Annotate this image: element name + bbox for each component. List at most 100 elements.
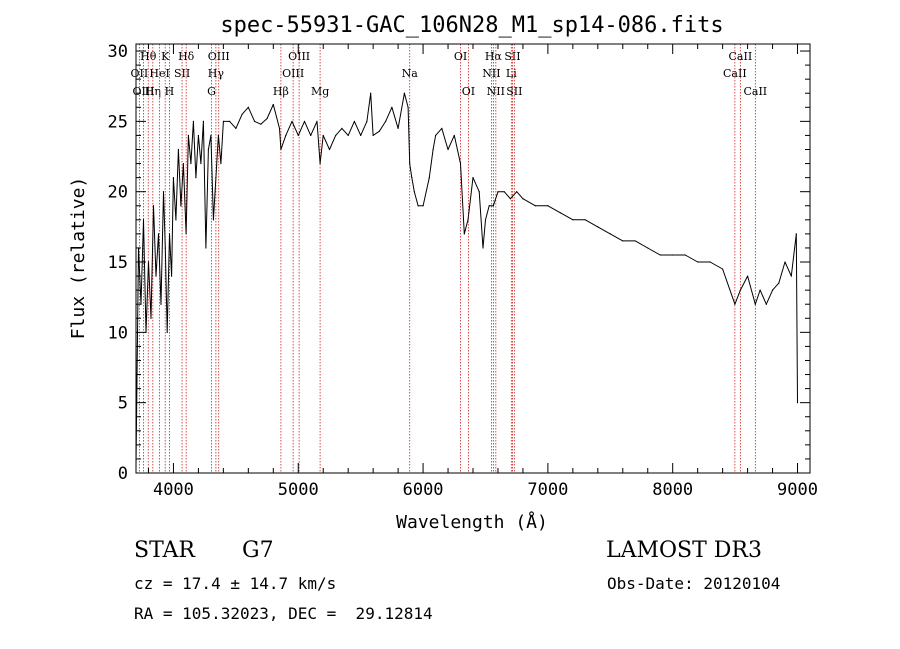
data-point-0-41 <box>253 120 256 122</box>
data-point-0-18 <box>177 148 180 151</box>
data-point-0-63 <box>372 134 374 137</box>
data-point-0-17 <box>175 219 177 221</box>
data-point-0-66 <box>391 106 393 108</box>
y-tick-label-6: 30 <box>108 42 128 62</box>
y-tick-label-0: 0 <box>118 464 128 484</box>
line-label-5: HeI <box>149 67 169 80</box>
line-label-3: Hη <box>145 85 161 98</box>
line-label-23: NII <box>487 85 505 98</box>
data-point-0-30 <box>207 148 209 151</box>
data-point-0-99 <box>584 219 586 221</box>
data-point-0-11 <box>162 191 165 193</box>
line-label-16: Na <box>402 67 419 80</box>
data-point-0-95 <box>534 205 537 207</box>
data-point-0-82 <box>463 233 465 235</box>
data-point-0-13 <box>166 331 168 333</box>
data-point-0-61 <box>366 120 368 122</box>
data-point-0-10 <box>160 303 162 305</box>
data-point-0-6 <box>150 317 152 319</box>
line-label-18: OI <box>462 85 475 98</box>
data-point-0-49 <box>297 134 299 137</box>
data-point-0-103 <box>634 240 636 242</box>
data-point-0-67 <box>397 127 399 129</box>
data-point-0-46 <box>280 148 282 151</box>
data-point-0-48 <box>291 120 293 122</box>
x-tick-label-1: 5000 <box>278 480 319 500</box>
data-point-0-45 <box>278 127 281 129</box>
y-tick-label-1: 5 <box>118 394 128 414</box>
data-point-0-60 <box>360 134 362 137</box>
data-point-0-78 <box>441 127 443 129</box>
y-tick-label-3: 15 <box>108 253 128 273</box>
data-point-0-21 <box>185 233 187 235</box>
data-point-0-93 <box>516 191 518 193</box>
data-point-0-32 <box>212 219 214 221</box>
data-point-0-109 <box>709 261 711 263</box>
line-label-14: OIII <box>282 67 304 80</box>
y-tick-label-2: 10 <box>108 323 128 343</box>
line-label-10: Hγ <box>208 67 225 80</box>
x-tick-label-2: 6000 <box>403 480 444 500</box>
data-point-0-89 <box>492 205 494 207</box>
data-point-0-26 <box>197 134 200 137</box>
data-point-0-86 <box>482 247 484 249</box>
spectrum-series <box>135 92 799 467</box>
data-point-0-117 <box>771 289 774 291</box>
data-point-0-19 <box>180 205 182 207</box>
data-point-0-102 <box>622 240 624 242</box>
coordinates-text: RA = 105.32023, DEC = 29.12814 <box>134 604 433 623</box>
subclass-label: G7 <box>242 538 274 563</box>
data-point-0-8 <box>155 275 157 277</box>
data-point-0-28 <box>202 120 204 122</box>
data-point-0-77 <box>434 134 437 137</box>
line-label-13: OIII <box>288 50 310 63</box>
line-label-2: OIII <box>132 85 154 98</box>
data-point-0-98 <box>572 219 574 221</box>
data-point-0-92 <box>509 198 512 200</box>
x-tick-label-4: 8000 <box>652 480 693 500</box>
data-point-0-111 <box>734 303 736 305</box>
data-point-0-96 <box>547 205 549 207</box>
data-point-0-47 <box>285 134 287 137</box>
data-point-0-57 <box>341 127 343 129</box>
data-point-0-39 <box>241 113 243 115</box>
plot-frame <box>135 43 811 474</box>
data-point-0-106 <box>672 254 674 256</box>
data-point-0-88 <box>488 205 490 207</box>
data-point-0-113 <box>746 275 749 277</box>
data-point-0-35 <box>220 162 222 165</box>
y-axis-label: Flux (relative) <box>68 177 89 340</box>
data-point-0-73 <box>417 205 419 207</box>
data-point-0-34 <box>217 134 219 137</box>
data-point-0-114 <box>754 303 756 305</box>
line-label-0: Hθ <box>140 50 157 63</box>
data-point-0-119 <box>784 261 786 263</box>
data-point-0-76 <box>432 148 434 151</box>
line-label-9: OIII <box>208 50 230 63</box>
data-point-0-29 <box>205 247 207 249</box>
data-point-0-120 <box>790 275 792 277</box>
line-label-7: H <box>165 85 175 98</box>
data-point-0-70 <box>409 162 411 165</box>
data-point-0-33 <box>215 177 217 179</box>
class-label: STAR <box>134 538 195 563</box>
data-point-0-65 <box>385 120 387 122</box>
data-point-0-14 <box>168 233 171 235</box>
data-point-0-100 <box>597 226 599 228</box>
line-label-8: Hδ <box>178 50 195 63</box>
data-point-0-56 <box>335 134 337 137</box>
data-point-0-62 <box>370 92 372 94</box>
line-label-27: CaII <box>743 85 767 98</box>
line-label-11: G <box>207 85 216 98</box>
data-point-0-121 <box>795 233 797 235</box>
x-tick-label-5: 9000 <box>777 480 818 500</box>
data-point-0-50 <box>303 120 306 122</box>
data-point-0-51 <box>310 134 312 137</box>
redshift-text: cz = 17.4 ± 14.7 km/s <box>134 574 337 593</box>
line-label-6: SII <box>174 67 190 80</box>
data-point-0-36 <box>222 120 224 122</box>
data-point-0-85 <box>478 191 480 193</box>
data-point-0-75 <box>428 177 430 179</box>
data-point-0-40 <box>247 106 249 108</box>
